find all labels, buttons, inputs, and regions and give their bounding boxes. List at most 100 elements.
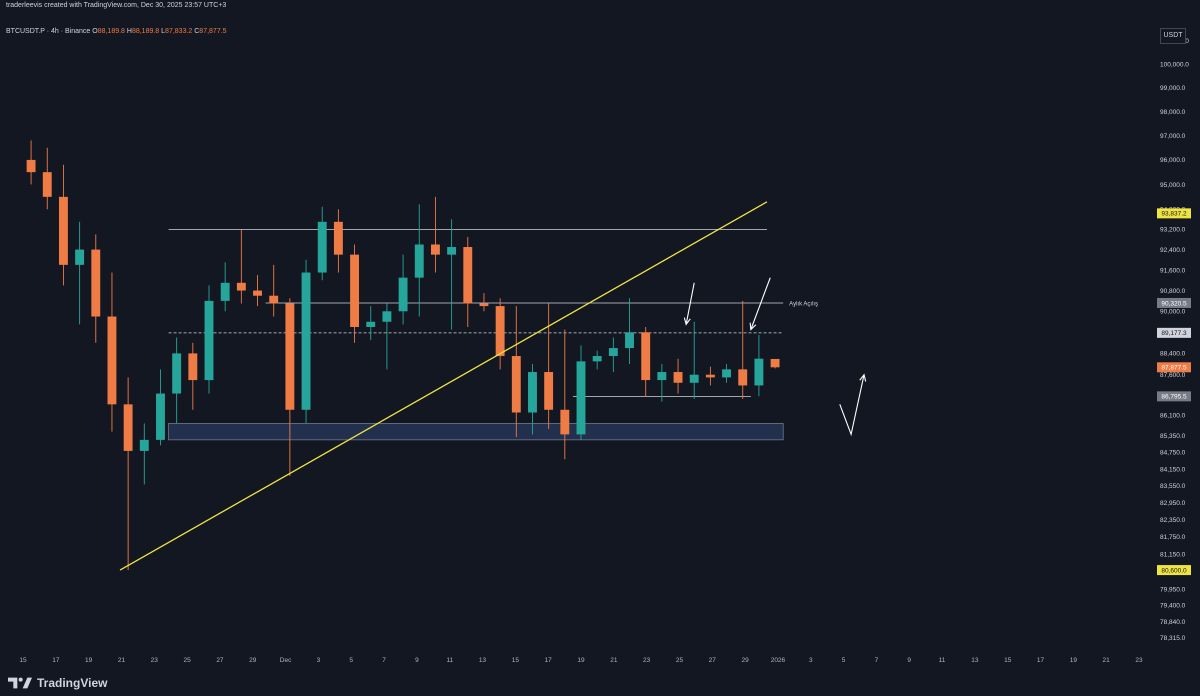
candle <box>366 306 376 341</box>
price-label-gray: 90,320.5 <box>1157 297 1191 308</box>
candle <box>528 364 537 435</box>
candle <box>625 298 634 365</box>
x-tick-label: 15 <box>19 657 27 664</box>
arrow-head-7 <box>749 322 757 331</box>
x-tick-label: 15 <box>1004 657 1012 664</box>
candle <box>253 275 262 307</box>
trendline <box>119 201 768 571</box>
x-tick-label: 7 <box>875 657 879 664</box>
candle-body <box>333 221 343 255</box>
price-chart[interactable]: Aylık Açılış 101,000.0100,000.099,000.09… <box>0 12 1200 670</box>
price-label-text: 80,600.0 <box>1161 567 1187 574</box>
candle <box>172 337 182 424</box>
candle-body <box>285 303 295 410</box>
x-tick-label: 9 <box>907 657 911 664</box>
candle-body <box>91 249 101 317</box>
x-tick-label: 9 <box>415 657 419 664</box>
y-tick-label: 79,400.0 <box>1160 603 1186 610</box>
candle-body <box>123 404 133 451</box>
price-label-bg <box>1157 362 1191 373</box>
price-label-current: 87,877.5 <box>1157 362 1191 373</box>
x-tick-label: 21 <box>1103 657 1111 664</box>
ohlc-values: O88,189.8 H88,189.8 L87,833.2 C87,877.5 <box>92 28 226 35</box>
x-tick-label: 17 <box>1037 657 1045 664</box>
x-tick-label: 5 <box>842 657 846 664</box>
candle-body <box>220 282 230 301</box>
y-tick-label: 93,200.0 <box>1160 227 1186 234</box>
candle <box>91 234 101 343</box>
candle <box>156 369 165 446</box>
projection-arrow-head <box>859 373 867 382</box>
candle-body <box>188 353 198 381</box>
level-label: Aylık Açılış <box>789 301 818 307</box>
x-tick-label: 23 <box>643 657 651 664</box>
x-tick-label: Dec <box>280 657 292 664</box>
x-tick-label: 17 <box>52 657 60 664</box>
candle-body <box>317 221 327 273</box>
candle <box>592 350 602 370</box>
y-tick-label: 90,800.0 <box>1160 288 1186 295</box>
price-label-text: 87,877.5 <box>1161 365 1187 372</box>
candle <box>204 285 214 394</box>
currency-badge[interactable]: USDT <box>1160 28 1186 44</box>
candle-body <box>608 348 618 357</box>
x-tick-label: 19 <box>577 657 585 664</box>
demand-zone <box>168 423 784 441</box>
x-tick-label: 21 <box>118 657 126 664</box>
candle-body <box>722 369 732 378</box>
candle <box>42 147 52 210</box>
candle-body <box>58 196 68 265</box>
candle <box>75 221 85 325</box>
y-tick-label: 81,750.0 <box>1160 534 1186 541</box>
ohlc-h: H88,189.8 <box>124 28 160 35</box>
candle-body <box>511 356 521 413</box>
y-tick-label: 87,600.0 <box>1160 372 1186 379</box>
x-tick-label: 27 <box>709 657 717 664</box>
candle-body <box>528 372 537 413</box>
candle <box>641 326 651 397</box>
x-tick-label: 25 <box>184 657 192 664</box>
symbol-legend: BTCUSDT.P · 4h · Binance O88,189.8 H88,1… <box>6 28 227 35</box>
candle <box>738 300 748 399</box>
ohlc-o: O88,189.8 <box>92 28 125 35</box>
y-tick-label: 82,350.0 <box>1160 517 1186 524</box>
candle-body <box>301 272 311 410</box>
symbol-name: BTCUSDT.P · 4h · Binance <box>6 28 91 35</box>
candle-body <box>414 244 424 278</box>
price-label-gray: 86,795.5 <box>1157 391 1191 402</box>
price-label-bg <box>1157 297 1191 308</box>
price-label-bg <box>1157 208 1191 219</box>
y-tick-label: 84,150.0 <box>1160 466 1186 473</box>
x-tick-label: 23 <box>1135 657 1143 664</box>
candle <box>333 209 343 273</box>
candle <box>285 298 295 476</box>
arrow-6 <box>685 282 695 325</box>
tradingview-icon <box>8 677 32 689</box>
candle <box>689 321 699 399</box>
y-tick-label: 90,000.0 <box>1160 309 1186 316</box>
price-label-bg <box>1157 327 1191 338</box>
candle <box>544 303 554 429</box>
candle-body <box>75 249 85 265</box>
y-tick-label: 96,000.0 <box>1160 157 1186 164</box>
y-tick-label: 82,950.0 <box>1160 500 1186 507</box>
x-tick-label: 21 <box>610 657 618 664</box>
candle-body <box>560 409 570 435</box>
candle <box>220 262 230 312</box>
chart-area[interactable]: Aylık Açılış 101,000.0100,000.099,000.09… <box>0 12 1200 670</box>
y-tick-label: 78,315.0 <box>1160 635 1186 642</box>
candle-body <box>544 372 554 410</box>
x-tick-label: 17 <box>545 657 553 664</box>
chart-credit: traderleevis created with TradingView.co… <box>0 0 1200 12</box>
candle-body <box>382 311 392 322</box>
candle <box>447 219 457 330</box>
candle-body <box>705 374 715 378</box>
candle <box>463 236 473 327</box>
candle-body <box>107 316 117 405</box>
candle-body <box>204 300 214 381</box>
candle-body <box>366 321 376 327</box>
price-label-text: 86,795.5 <box>1161 394 1187 401</box>
x-tick-label: 11 <box>939 657 946 664</box>
candle-body <box>139 439 149 451</box>
tradingview-logo[interactable]: TradingView <box>8 676 107 690</box>
